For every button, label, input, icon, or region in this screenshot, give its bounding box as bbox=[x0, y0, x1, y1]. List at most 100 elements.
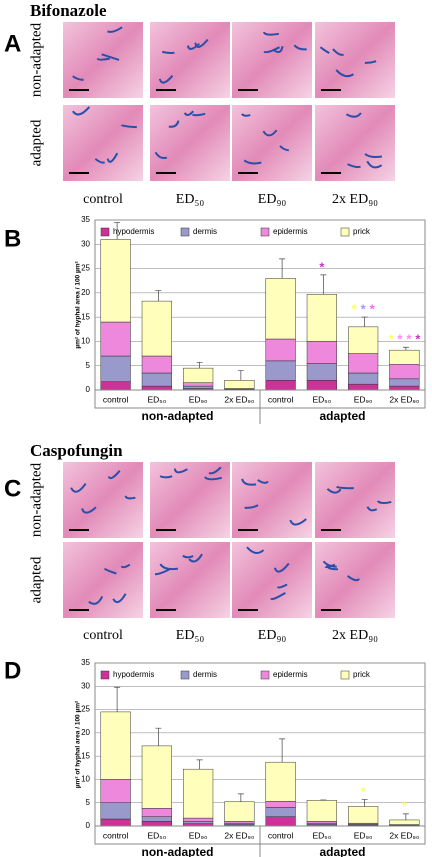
micrograph bbox=[315, 462, 395, 538]
hypha-stain bbox=[168, 120, 180, 128]
bar-segment bbox=[100, 818, 131, 827]
hypha-stain bbox=[72, 106, 91, 116]
hypha-stain bbox=[244, 504, 259, 509]
hypha-stain bbox=[107, 470, 121, 480]
x-tick-label: control bbox=[103, 394, 129, 404]
error-bar bbox=[320, 274, 327, 295]
bar-segment bbox=[265, 801, 296, 808]
bar-segment bbox=[348, 806, 379, 824]
bar-segment bbox=[183, 385, 214, 389]
x-tick-label: ED₉₀ bbox=[354, 394, 373, 404]
bar-segment bbox=[141, 821, 172, 827]
bar-segment bbox=[183, 382, 214, 387]
x-tick-label: ED₅₀ bbox=[147, 394, 166, 404]
y-tick-label: 15 bbox=[81, 312, 90, 321]
hypha-stain bbox=[208, 466, 222, 475]
hypha-stain bbox=[241, 113, 251, 117]
error-bar bbox=[155, 727, 162, 746]
hypha-stain bbox=[289, 518, 307, 526]
hypha-stain bbox=[173, 468, 188, 474]
significance-mark: * bbox=[397, 332, 403, 347]
column-label: 2x ED₉₀ bbox=[332, 192, 378, 207]
micrograph bbox=[232, 22, 312, 98]
column-label: ED₉₀ bbox=[258, 192, 287, 207]
x-tick-label: ED₅₀ bbox=[312, 394, 331, 404]
x-tick-label: control bbox=[268, 394, 294, 404]
bar-segment bbox=[265, 360, 296, 381]
bar-segment bbox=[183, 367, 214, 383]
hypha-stain bbox=[364, 60, 377, 64]
hypha-stain bbox=[262, 129, 278, 137]
hypha-stain bbox=[366, 160, 383, 169]
micrograph bbox=[232, 105, 312, 181]
bar-segment bbox=[100, 779, 131, 803]
bar-segment bbox=[224, 821, 255, 824]
legend-label: dermis bbox=[193, 670, 217, 679]
hypha-stain bbox=[88, 595, 104, 605]
hypha-stain bbox=[186, 42, 201, 50]
row-label: non-adapted bbox=[28, 22, 44, 97]
bar-segment bbox=[389, 385, 420, 391]
hypha-stain bbox=[241, 478, 257, 486]
bar-segment bbox=[265, 761, 296, 802]
significance-mark: * bbox=[370, 302, 376, 317]
hypha-stain bbox=[96, 57, 111, 61]
micrograph bbox=[150, 22, 230, 98]
hypha-stain bbox=[183, 110, 195, 116]
bar-segment bbox=[100, 802, 131, 820]
hypha-stain bbox=[366, 506, 378, 512]
y-tick-label: 0 bbox=[86, 821, 91, 830]
bar-segment bbox=[141, 385, 172, 391]
error-bar bbox=[196, 759, 203, 770]
bar-segment bbox=[306, 294, 337, 342]
hypha-stain bbox=[347, 163, 361, 169]
x-tick-label: 2x ED₉₀ bbox=[389, 394, 420, 404]
hypha-stain bbox=[81, 506, 97, 514]
hypha-stain bbox=[154, 151, 168, 160]
bar-segment bbox=[224, 801, 255, 822]
legend-label: prick bbox=[353, 670, 371, 679]
y-tick-label: 15 bbox=[81, 751, 90, 760]
x-tick-label: ED₅₀ bbox=[147, 830, 166, 840]
legend-label: epidermis bbox=[273, 227, 308, 236]
micrograph bbox=[63, 542, 143, 618]
row-label: non-adapted bbox=[28, 462, 44, 537]
bar-segment bbox=[389, 349, 420, 365]
hypha-stain bbox=[263, 31, 279, 36]
y-tick-label: 0 bbox=[86, 385, 91, 394]
hypha-stain bbox=[293, 44, 307, 51]
bar-segment bbox=[141, 372, 172, 387]
error-bar bbox=[114, 686, 121, 712]
hypha-stain bbox=[158, 75, 174, 84]
hypha-stain bbox=[347, 575, 360, 582]
hypha-stain bbox=[182, 554, 194, 559]
significance-mark: * bbox=[352, 302, 358, 317]
y-axis-label: µm² of hyphal area / 100 µm² bbox=[75, 261, 82, 349]
hypha-stain bbox=[204, 476, 222, 481]
panel-title: Caspofungin bbox=[30, 441, 123, 460]
x-tick-label: control bbox=[268, 830, 294, 840]
hypha-stain bbox=[101, 53, 120, 61]
legend-swatch bbox=[340, 227, 350, 237]
error-bar bbox=[402, 346, 409, 351]
panel-title: Bifonazole bbox=[30, 1, 107, 20]
panel-letter: C bbox=[4, 475, 21, 502]
y-tick-label: 30 bbox=[81, 681, 90, 690]
bar-segment bbox=[348, 383, 379, 391]
x-tick-label: ED₅₀ bbox=[312, 830, 331, 840]
hypha-stain bbox=[103, 567, 117, 575]
hypha-stain bbox=[94, 158, 105, 164]
bar-segment bbox=[306, 341, 337, 364]
bar-segment bbox=[100, 711, 131, 780]
y-tick-label: 35 bbox=[81, 658, 90, 667]
significance-mark: * bbox=[361, 302, 367, 317]
hypha-stain bbox=[107, 26, 123, 33]
micrograph bbox=[232, 462, 312, 538]
hypha-stain bbox=[246, 546, 265, 555]
bar-segment bbox=[141, 808, 172, 817]
y-tick-label: 10 bbox=[81, 337, 90, 346]
micrograph bbox=[63, 105, 143, 181]
micrograph bbox=[232, 542, 312, 618]
y-tick-label: 20 bbox=[81, 288, 90, 297]
hypha-stain bbox=[192, 112, 206, 117]
